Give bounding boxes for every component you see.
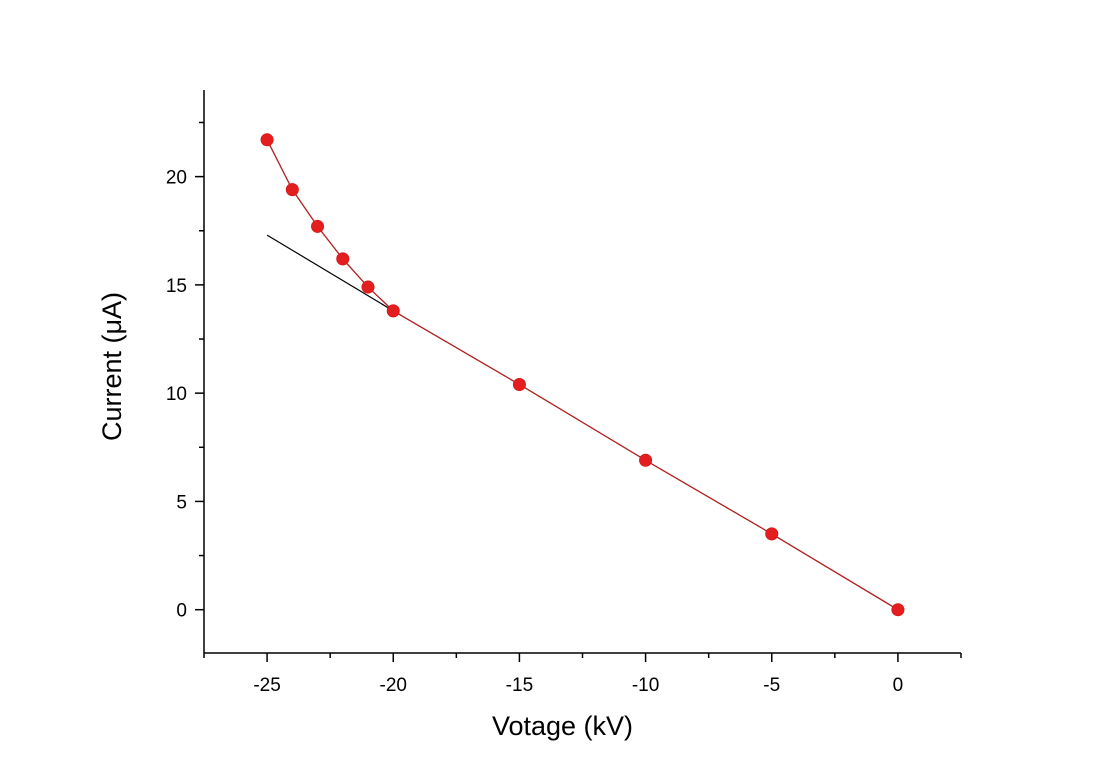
x-tick-label: 0 xyxy=(893,675,904,696)
plot-area xyxy=(260,133,905,617)
data-point xyxy=(311,219,325,233)
ticks: -25 -20 -15 -10 -5 0 0 5 10 15 20 xyxy=(166,121,962,696)
y-axis-title: Current (μA) xyxy=(97,292,127,441)
x-tick-label: -20 xyxy=(380,675,407,696)
linear-fit-line xyxy=(266,234,394,312)
data-point xyxy=(386,304,400,318)
data-point xyxy=(891,603,905,617)
y-tick-label: 15 xyxy=(166,276,187,297)
data-point xyxy=(512,377,526,391)
data-point xyxy=(336,252,350,266)
y-tick-label: 5 xyxy=(176,492,187,513)
data-point xyxy=(639,453,653,467)
data-point xyxy=(285,183,299,197)
measured-series-line xyxy=(266,139,899,611)
x-tick-label: -10 xyxy=(632,675,659,696)
x-tick-label: -25 xyxy=(253,675,280,696)
y-tick-label: 20 xyxy=(166,168,187,189)
x-axis-title: Votage (kV) xyxy=(492,711,633,741)
data-point xyxy=(361,280,375,294)
data-point xyxy=(260,133,274,147)
y-tick-label: 0 xyxy=(176,601,187,622)
y-tick-label: 10 xyxy=(166,384,187,405)
data-point xyxy=(765,527,779,541)
x-tick-label: -15 xyxy=(506,675,533,696)
x-tick-label: -5 xyxy=(763,675,780,696)
axes xyxy=(203,90,961,654)
